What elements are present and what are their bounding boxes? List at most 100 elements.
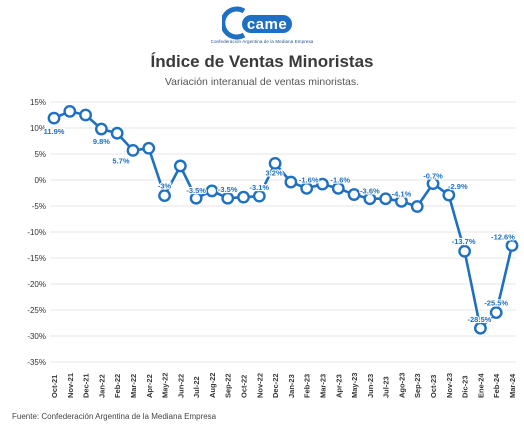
y-tick-label: -15%	[27, 254, 46, 263]
data-label: -3.5%	[186, 186, 206, 195]
data-label: -1.6%	[330, 175, 350, 184]
data-label: -3.5%	[218, 185, 238, 194]
x-tick-label: Dec-21	[82, 373, 91, 398]
x-axis-ticks: Oct-21 Nov-21 Dec-21 Jan-22 Feb-22 Mar-22 Apr-…	[50, 373, 517, 398]
chart-title: Índice de Ventas Minoristas	[150, 52, 374, 71]
y-tick-label: -35%	[27, 358, 46, 367]
x-tick-label: Ago-23	[397, 373, 406, 398]
data-point	[63, 104, 77, 118]
data-point	[252, 189, 266, 203]
y-tick-label: 10%	[30, 124, 46, 133]
logo-caption: Confederación Argentina de la Mediana Em…	[210, 39, 314, 44]
data-point	[395, 194, 408, 208]
logo-text: came	[247, 16, 287, 33]
data-label: -12.6%	[491, 233, 515, 242]
x-tick-label: May-22	[161, 373, 170, 398]
data-point	[426, 177, 440, 191]
x-tick-label: Nov-22	[255, 373, 264, 398]
y-tick-label: -30%	[27, 332, 46, 341]
gridlines	[50, 101, 516, 363]
x-tick-label: Oct-23	[429, 375, 438, 398]
x-tick-label: Mar-23	[318, 374, 327, 398]
data-point	[94, 122, 108, 136]
data-label: -0.7%	[423, 172, 443, 181]
y-axis-ticks: 15% 10% 5% 0% -5% -10% -15% -20% -25% -30% -35%	[27, 98, 46, 367]
y-tick-label: -25%	[27, 306, 46, 315]
x-tick-label: Feb-22	[113, 374, 122, 398]
y-tick-label: -5%	[32, 202, 46, 211]
data-point	[110, 126, 124, 140]
x-tick-label: Jun-22	[176, 374, 185, 398]
data-point	[189, 191, 203, 205]
data-label: -28.5%	[468, 315, 492, 324]
x-tick-label: Nov-21	[66, 373, 75, 398]
data-label: 9.8%	[93, 137, 110, 146]
x-tick-label: Jan-23	[287, 374, 296, 398]
x-tick-label: Jun-23	[366, 374, 375, 398]
data-label: -3.1%	[250, 183, 270, 192]
came-logo-mark: came	[222, 6, 292, 40]
x-tick-label: Ene-24	[476, 373, 485, 398]
x-tick-label: Apr-23	[334, 374, 343, 398]
y-tick-label: -20%	[27, 280, 46, 289]
data-point	[316, 177, 329, 191]
data-point	[142, 141, 156, 155]
x-tick-label: Jul-22	[192, 376, 201, 398]
data-label: -25.5%	[484, 299, 508, 308]
x-tick-label: Mar-22	[129, 374, 138, 398]
y-tick-label: 0%	[34, 176, 46, 185]
data-label: -4.1%	[392, 189, 412, 198]
data-point	[237, 190, 250, 204]
data-label: 3.2%	[266, 168, 283, 177]
data-point	[505, 239, 519, 252]
x-tick-label: Dec-22	[271, 373, 280, 398]
came-logo: came Confederación Argentina de la Media…	[0, 6, 524, 44]
data-labels: 11.9% 9.8% 5.7% -3% -3.5% -3.5% -3.1% 3.2% -1.6%…	[42, 126, 516, 325]
y-tick-label: 5%	[34, 150, 46, 159]
data-point	[158, 189, 171, 203]
data-point	[458, 244, 472, 258]
x-tick-label: Aug-22	[208, 373, 217, 398]
x-tick-label: Feb-23	[303, 374, 312, 398]
data-label: -13.7%	[452, 237, 476, 246]
data-point	[379, 192, 393, 206]
data-point	[331, 181, 345, 195]
data-point	[300, 181, 314, 195]
y-tick-label: -10%	[27, 228, 46, 237]
data-markers	[47, 104, 519, 335]
x-tick-label: Oct-21	[50, 375, 59, 398]
data-point	[173, 159, 187, 173]
chart-subtitle: Variación interanual de ventas minorista…	[164, 76, 360, 88]
x-tick-label: Oct-22	[240, 375, 249, 398]
data-point	[410, 200, 424, 213]
x-tick-label: May-23	[350, 373, 359, 398]
data-label: 11.9%	[44, 127, 65, 136]
data-label: -3.6%	[360, 187, 380, 196]
source-note: Fuente: Confederación Argentina de la Me…	[12, 412, 217, 421]
data-point	[284, 175, 298, 189]
x-tick-label: Dic-23	[461, 375, 470, 398]
data-label: -3%	[158, 182, 172, 191]
x-tick-label: Jul-23	[382, 376, 391, 398]
data-point	[363, 192, 377, 206]
data-point	[442, 188, 456, 202]
data-point	[489, 306, 503, 319]
data-point	[47, 111, 61, 125]
data-label: 5.7%	[112, 156, 129, 165]
x-tick-label: Feb-24	[492, 373, 501, 398]
data-point	[205, 184, 219, 198]
data-point	[221, 191, 235, 205]
x-tick-label: Sep-22	[224, 373, 233, 398]
series-line	[53, 110, 514, 330]
x-tick-label: Apr-22	[145, 374, 154, 398]
data-label: -1.6%	[299, 175, 319, 184]
data-point	[347, 188, 361, 201]
data-label: -2.9%	[448, 182, 468, 191]
x-tick-label: Mar-24	[508, 373, 517, 398]
x-tick-label: Sep-23	[413, 373, 422, 398]
data-point	[126, 143, 140, 157]
y-tick-label: 15%	[30, 98, 46, 107]
data-point	[474, 321, 487, 335]
